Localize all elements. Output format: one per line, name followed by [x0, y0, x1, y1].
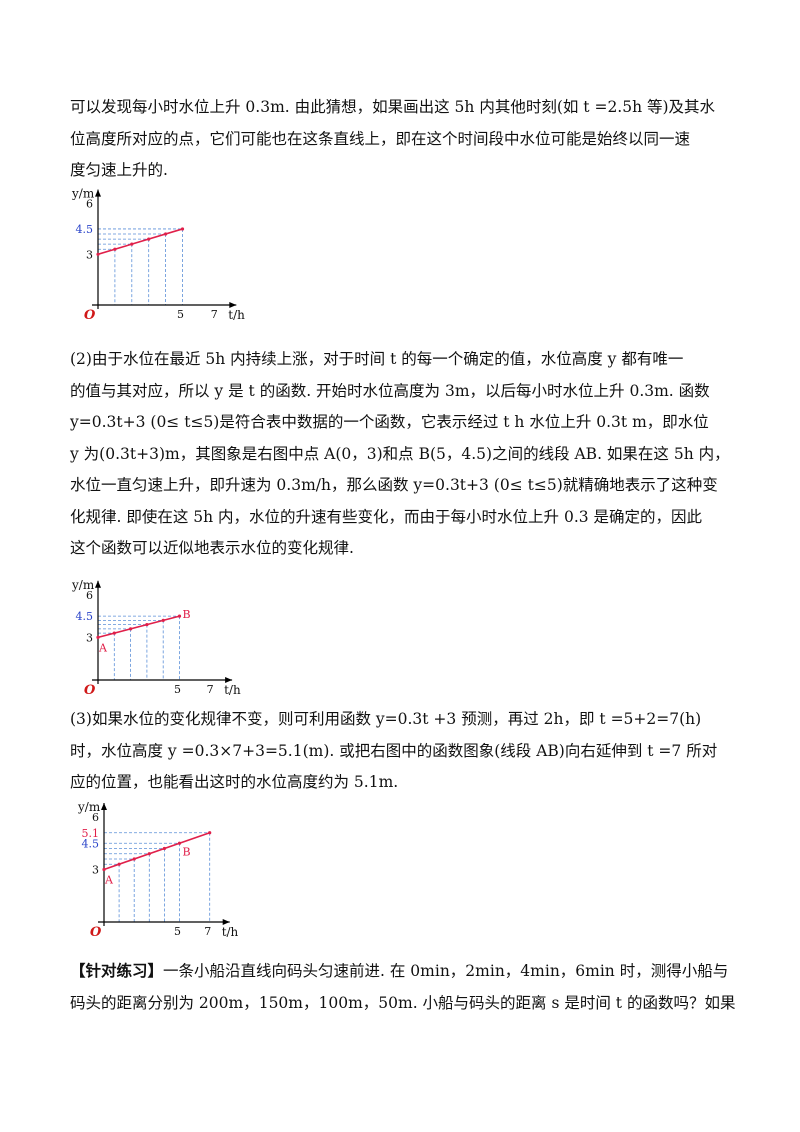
x-tick-label: 5: [174, 925, 181, 938]
chart-svg: 6 5.14.5 3 5 7 O t/h y/m A B: [77, 800, 239, 940]
x-axis-label: t/h: [228, 308, 245, 322]
y-tick-label: 4.5: [82, 837, 100, 850]
paragraph-1: 可以发现每小时水位上升 0.3m. 由此猜想，如果画出这 5h 内其他时刻(如 …: [70, 92, 730, 187]
x-tick-label: 7: [207, 683, 214, 696]
y-tick-label: 3: [86, 631, 93, 644]
text-line: (2)由于水位在最近 5h 内持续上涨，对于时间 t 的每一个确定的值，水位高度…: [70, 350, 684, 368]
data-point: [96, 252, 100, 256]
y-axis-label: y/m: [71, 578, 95, 592]
text-line: 可以发现每小时水位上升 0.3m. 由此猜想，如果画出这 5h 内其他时刻(如 …: [70, 98, 716, 116]
y-tick-label: 3: [86, 248, 93, 261]
practice-line-1: 一条小船沿直线向码头匀速前进. 在 0min，2min，4min，6min 时，…: [163, 962, 729, 980]
text-line: 应的位置，也能看出这时的水位高度约为 5.1m.: [70, 773, 399, 791]
text-line: 时，水位高度 y =0.3×7+3=5.1(m). 或把右图中的函数图象(线段 …: [70, 741, 718, 760]
x-axis-label: t/h: [224, 683, 241, 696]
data-line: [103, 831, 210, 871]
y-tick-label: 4.5: [76, 223, 94, 236]
data-point: [161, 618, 165, 622]
y-tick-label: 6: [92, 811, 99, 824]
practice-tag: 【针对练习】: [70, 961, 164, 980]
y-axis-arrow: [95, 580, 101, 588]
x-tick-label: 5: [174, 683, 181, 696]
data-point: [129, 627, 133, 631]
x-axis-arrow: [229, 302, 237, 308]
text-line: 水位一直匀速上升，即升速为 0.3m/h，那么函数 y=0.3t+3 (0≤ t…: [70, 476, 718, 494]
origin-label: O: [84, 308, 96, 323]
text-line: 这个函数可以近似地表示水位的变化规律.: [70, 539, 354, 557]
y-tick-label: 6: [86, 589, 93, 602]
y-tick-label: 5.1: [82, 827, 100, 840]
data-point: [147, 852, 151, 856]
data-point: [177, 614, 182, 618]
text-line: y 为(0.3t+3)m，其图象是右图中点 A(0，3)和点 B(5，4.5)之…: [70, 444, 730, 463]
y-axis-arrow: [95, 189, 101, 197]
data-point: [117, 862, 121, 866]
y-tick-label: 3: [92, 864, 99, 877]
text-line: 化规律. 即使在这 5h 内，水位的升速有些变化，而由于每小时水位上升 0.3 …: [70, 507, 703, 526]
data-point: [132, 857, 136, 861]
x-axis-label: t/h: [222, 925, 239, 939]
data-line: [97, 228, 183, 256]
x-axis-arrow: [222, 919, 230, 925]
point-label-a: A: [104, 874, 114, 887]
point-label-b: B: [183, 608, 191, 621]
data-point: [180, 227, 185, 231]
origin-label: O: [84, 683, 96, 696]
y-axis-label: y/m: [71, 187, 95, 201]
data-point: [208, 831, 212, 835]
practice-section: 【针对练习】一条小船沿直线向码头匀速前进. 在 0min，2min，4min，6…: [70, 955, 736, 1019]
x-tick-label: 7: [204, 925, 211, 938]
data-point: [96, 635, 100, 639]
chart-svg: 6 4.5 3 5 7 O t/h y/m: [71, 187, 245, 323]
x-tick-label: 5: [177, 308, 184, 321]
point-label-a: A: [98, 641, 108, 654]
data-point: [164, 232, 168, 236]
y-tick-label: 6: [86, 198, 93, 211]
x-tick-label: 7: [211, 308, 218, 321]
x-axis-arrow: [225, 677, 233, 683]
y-axis-arrow: [101, 803, 107, 810]
data-point: [102, 867, 106, 872]
text-line: 位高度所对应的点，它们可能也在这条直线上，即在这个时间段中水位可能是始终以同一速: [70, 129, 691, 148]
paragraph-2: (2)由于水位在最近 5h 内持续上涨，对于时间 t 的每一个确定的值，水位高度…: [70, 344, 730, 565]
y-axis-label: y/m: [77, 800, 101, 814]
data-point: [112, 631, 116, 635]
point-label-b: B: [183, 845, 191, 858]
text-line: 的值与其对应，所以 y 是 t 的函数. 开始时水位高度为 3m，以后每小时水位…: [70, 381, 710, 400]
data-point: [130, 242, 134, 246]
data-line: [97, 615, 180, 639]
data-point: [113, 247, 117, 251]
data-point: [145, 623, 149, 627]
text-line: (3)如果水位的变化规律不变，则可利用函数 y=0.3t +3 预测，再过 2h…: [70, 710, 702, 728]
data-point: [147, 237, 151, 241]
y-tick-label: 4.5: [76, 610, 94, 623]
data-point: [162, 846, 166, 851]
text-line: 【针对练习】一条小船沿直线向码头匀速前进. 在 0min，2min，4min，6…: [70, 955, 730, 988]
origin-label: O: [90, 925, 102, 940]
paragraph-3: (3)如果水位的变化规律不变，则可利用函数 y=0.3t +3 预测，再过 2h…: [70, 704, 730, 799]
data-point: [177, 841, 182, 845]
text-line: y=0.3t+3 (0≤ t≤5)是符合表中数据的一个函数，它表示经过 t h …: [70, 413, 709, 431]
text-line: 度匀速上升的.: [70, 161, 168, 179]
chart-svg: 6 4.5 3 5 7 O t/h y/m A B: [71, 578, 241, 698]
practice-line-2: 码头的距离分别为 200m，150m，100m，50m. 小船与码头的距离 s …: [70, 993, 736, 1012]
